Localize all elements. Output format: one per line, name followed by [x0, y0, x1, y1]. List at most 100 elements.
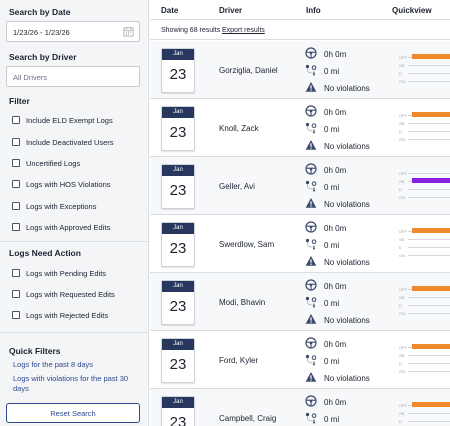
filter-eld-exempt[interactable]: Include ELD Exempt Logs [12, 114, 113, 126]
filter-uncertified[interactable]: Uncertified Logs [12, 157, 80, 169]
quickview-lane-line [408, 313, 450, 314]
checkbox[interactable] [12, 311, 20, 319]
route-icon [305, 180, 317, 192]
log-rows: Jan 23 Gorziglia, Daniel 0h 0m 0 mi [150, 41, 450, 426]
quickview-lane-label: D [399, 245, 402, 250]
checkbox[interactable] [12, 269, 20, 277]
driver-name[interactable]: Campbell, Craig [219, 414, 277, 423]
quickview-lane-line [408, 355, 450, 356]
quick-filter-violations-30-days[interactable]: Logs with violations for the past 30 day… [13, 374, 129, 393]
quick-filter-past-8-days[interactable]: Logs for the past 8 days [13, 360, 94, 369]
route-icon [305, 412, 317, 424]
violations: No violations [324, 84, 370, 93]
warning-icon [305, 372, 317, 382]
steering-wheel-icon [305, 337, 317, 349]
date-badge[interactable]: Jan 23 [161, 396, 195, 426]
driver-select[interactable]: All Drivers [6, 66, 140, 87]
checkbox[interactable] [12, 116, 20, 124]
date-badge[interactable]: Jan 23 [161, 338, 195, 383]
date-range-input[interactable]: 1/23/26 - 1/23/26 [6, 21, 140, 42]
results-count: Showing 68 results [161, 27, 221, 34]
calendar-icon[interactable] [123, 26, 134, 37]
drive-time: 0h 0m [324, 108, 347, 117]
quickview-lane-label: SB [399, 237, 405, 242]
search-by-date-title: Search by Date [9, 7, 71, 17]
filter-label: Uncertified Logs [26, 158, 81, 168]
checkbox[interactable] [12, 159, 20, 167]
quickview-lane-label: SB [399, 121, 405, 126]
results-bar: Showing 68 results Export results [150, 20, 450, 40]
warning-icon [305, 314, 317, 324]
drive-time: 0h 0m [324, 166, 347, 175]
route-icon [305, 122, 317, 134]
driver-name[interactable]: Ford, Kyler [219, 356, 259, 365]
filter-hos-violations[interactable]: Logs with HOS Violations [12, 178, 111, 190]
quickview-lane-line [408, 81, 450, 82]
quickview-status-bar [412, 286, 450, 291]
log-row[interactable]: Jan 23 Swerdlow, Sam 0h 0m 0 mi [150, 215, 450, 273]
checkbox[interactable] [12, 180, 20, 188]
date-day: 23 [169, 124, 187, 141]
search-by-driver-title: Search by Driver [9, 52, 77, 62]
column-date[interactable]: Date [161, 6, 179, 15]
quickview-lane-label: SB [399, 63, 405, 68]
filter-rejected-edits[interactable]: Logs with Rejected Edits [12, 309, 108, 321]
date-badge[interactable]: Jan 23 [161, 106, 195, 151]
log-row[interactable]: Jan 23 Modi, Bhavin 0h 0m 0 mi [150, 273, 450, 331]
column-quickview: Quickview [392, 6, 432, 15]
violations: No violations [324, 258, 370, 267]
checkbox[interactable] [12, 223, 20, 231]
driver-name[interactable]: Geller, Avi [219, 182, 255, 191]
quickview-lane-label: ON [399, 137, 405, 142]
distance: 0 mi [324, 299, 340, 308]
logs-table: Date Driver Info Quickview Showing 68 re… [150, 0, 450, 426]
quickview-lane-line [408, 197, 450, 198]
filter-deactivated-users[interactable]: Include Deactivated Users [12, 136, 114, 148]
date-month: Jan [162, 397, 194, 408]
date-badge[interactable]: Jan 23 [161, 222, 195, 267]
log-row[interactable]: Jan 23 Geller, Avi 0h 0m 0 mi [150, 157, 450, 215]
steering-wheel-icon [305, 105, 317, 117]
logs-need-action-title: Logs Need Action [9, 248, 81, 258]
quickview-lane-label: OFF [399, 229, 407, 234]
checkbox[interactable] [12, 202, 20, 210]
date-day: 23 [169, 298, 187, 315]
log-row[interactable]: Jan 23 Ford, Kyler 0h 0m 0 mi [150, 331, 450, 389]
quickview-lane-line [408, 139, 450, 140]
drive-time: 0h 0m [324, 224, 347, 233]
date-badge[interactable]: Jan 23 [161, 164, 195, 209]
filter-label: Logs with HOS Violations [26, 179, 111, 189]
date-badge[interactable]: Jan 23 [161, 48, 195, 93]
quickview-lane-label: D [399, 419, 402, 424]
quickview-lane-label: OFF [399, 403, 407, 408]
log-row[interactable]: Jan 23 Gorziglia, Daniel 0h 0m 0 mi [150, 41, 450, 99]
filter-pending-edits[interactable]: Logs with Pending Edits [12, 267, 106, 279]
checkbox[interactable] [12, 138, 20, 146]
distance: 0 mi [324, 183, 340, 192]
driver-name[interactable]: Swerdlow, Sam [219, 240, 275, 249]
date-day: 23 [169, 356, 187, 373]
date-month: Jan [162, 107, 194, 118]
column-driver[interactable]: Driver [219, 6, 243, 15]
divider [0, 241, 148, 242]
drive-time: 0h 0m [324, 398, 347, 407]
quickview-lane-label: SB [399, 295, 405, 300]
log-row[interactable]: Jan 23 Knoll, Zack 0h 0m 0 mi [150, 99, 450, 157]
date-badge[interactable]: Jan 23 [161, 280, 195, 325]
filter-approved-edits[interactable]: Logs with Approved Edits [12, 221, 110, 233]
filter-requested-edits[interactable]: Logs with Requested Edits [12, 288, 115, 300]
checkbox[interactable] [12, 290, 20, 298]
quickview-lane-label: D [399, 303, 402, 308]
quickview-lane-label: SB [399, 411, 405, 416]
date-month: Jan [162, 49, 194, 60]
filter-sidebar: Search by Date 1/23/26 - 1/23/26 Search … [0, 0, 149, 426]
driver-name[interactable]: Knoll, Zack [219, 124, 259, 133]
warning-icon [305, 256, 317, 266]
export-results-link[interactable]: Export results [222, 27, 265, 34]
quickview-lane-label: ON [399, 79, 405, 84]
log-row[interactable]: Jan 23 Campbell, Craig 0h 0m 0 mi [150, 389, 450, 426]
filter-exceptions[interactable]: Logs with Exceptions [12, 200, 96, 212]
driver-name[interactable]: Gorziglia, Daniel [219, 66, 278, 75]
reset-search-button[interactable]: Reset Search [6, 403, 140, 423]
driver-name[interactable]: Modi, Bhavin [219, 298, 266, 307]
